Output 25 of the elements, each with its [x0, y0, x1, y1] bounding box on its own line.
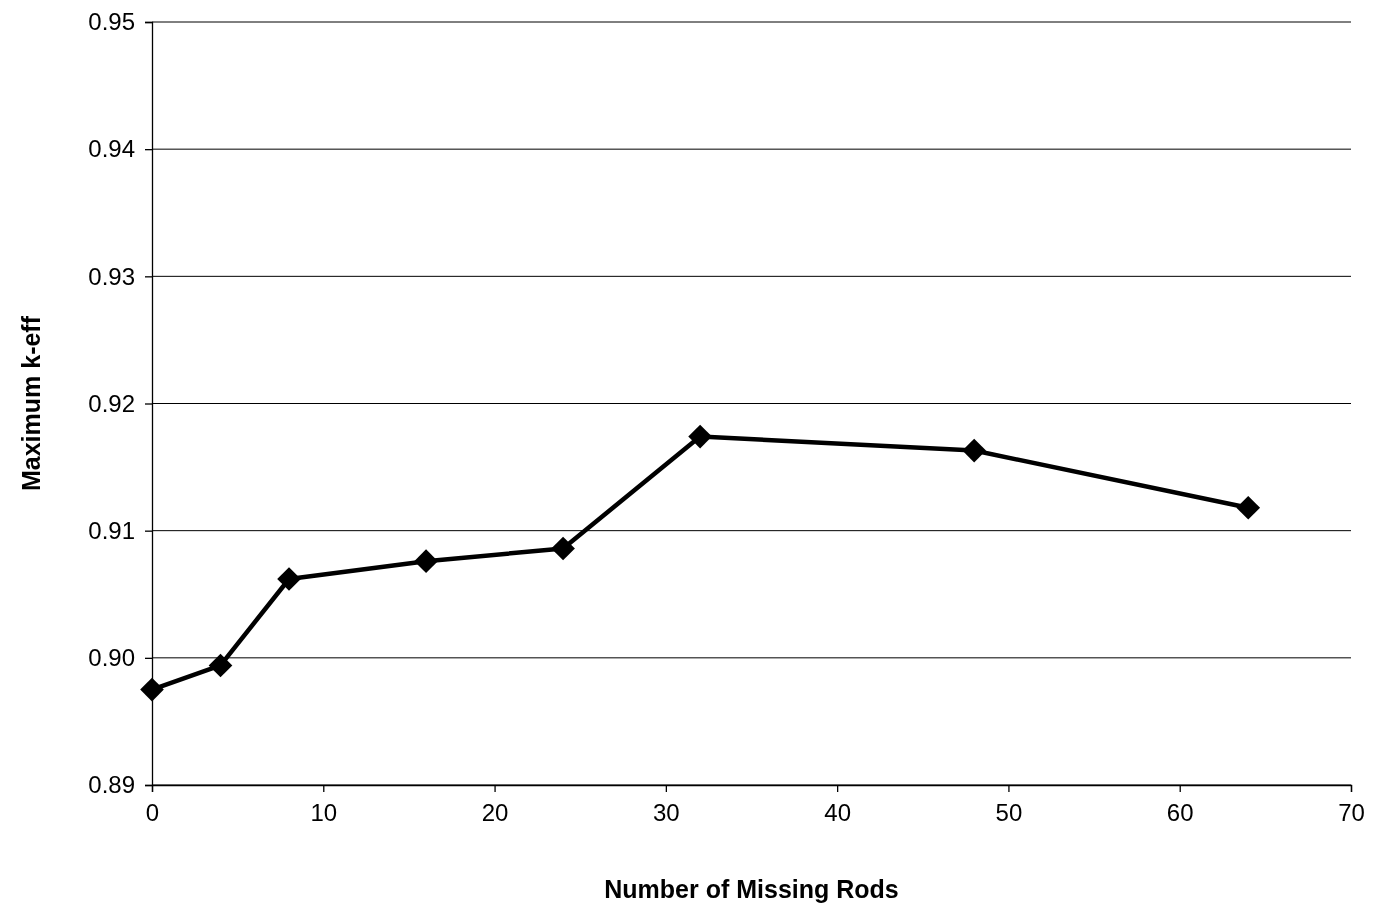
point [140, 677, 164, 702]
y-tick-label: 0.89 [88, 771, 135, 799]
x-tick-label: 50 [995, 799, 1023, 827]
x-tick-label: 0 [145, 799, 160, 827]
point [277, 567, 301, 591]
x-tick-label: 20 [481, 799, 509, 827]
x-tick-label: 70 [1338, 799, 1365, 827]
y-tick-label: 0.94 [88, 135, 135, 163]
point [688, 424, 712, 449]
point [962, 438, 986, 463]
y-tick-label: 0.92 [88, 389, 135, 417]
y-axis-title: Maximum k-eff [17, 315, 45, 492]
y-tick-label: 0.90 [88, 644, 135, 672]
y-tick-label: 0.93 [88, 262, 135, 290]
x-axis-title: Number of Missing Rods [604, 875, 899, 903]
x-tick-label: 30 [653, 799, 680, 827]
point [1236, 495, 1261, 520]
point [208, 653, 233, 678]
y-tick-label: 0.91 [88, 516, 135, 544]
x-tick-label: 40 [824, 799, 851, 827]
point [551, 536, 575, 561]
point [414, 549, 438, 574]
y-tick-label: 0.95 [88, 8, 135, 36]
x-tick-label: 60 [1166, 799, 1194, 827]
x-tick-label: 10 [310, 799, 338, 827]
